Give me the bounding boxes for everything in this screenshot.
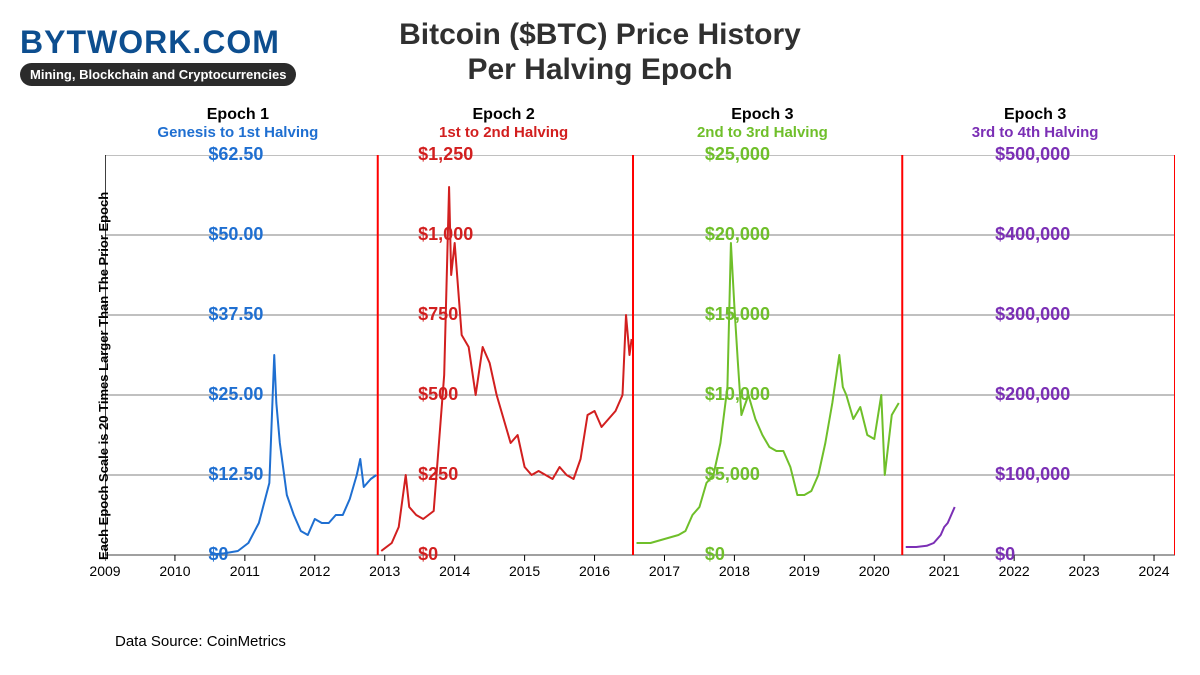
epoch-name: Epoch 3 <box>632 105 892 124</box>
epoch-header: Epoch 33rd to 4th Halving <box>905 105 1165 142</box>
epoch-name: Epoch 2 <box>374 105 634 124</box>
y-axis-title: Each Epoch Scale is 20 Times Larger Than… <box>96 192 111 560</box>
epoch-y-label: $1,000 <box>418 224 473 245</box>
epoch-y-label: $200,000 <box>995 384 1070 405</box>
epoch-y-label: $10,000 <box>705 384 770 405</box>
epoch-y-label: $50.00 <box>208 224 263 245</box>
epoch-y-label: $62.50 <box>208 144 263 165</box>
x-tick-label: 2022 <box>999 563 1030 579</box>
epoch-y-label: $25,000 <box>705 144 770 165</box>
epoch-y-label: $100,000 <box>995 464 1070 485</box>
epoch-y-label: $0 <box>705 544 725 565</box>
title-line-2: Per Halving Epoch <box>0 53 1200 88</box>
x-tick-label: 2019 <box>789 563 820 579</box>
epoch-y-label: $1,250 <box>418 144 473 165</box>
x-tick-label: 2010 <box>159 563 190 579</box>
epoch-name: Epoch 3 <box>905 105 1165 124</box>
x-tick-label: 2017 <box>649 563 680 579</box>
epoch-y-label: $5,000 <box>705 464 760 485</box>
chart-title: Bitcoin ($BTC) Price History Per Halving… <box>0 18 1200 87</box>
epoch-subtitle: 2nd to 3rd Halving <box>632 124 892 142</box>
price-chart: 2009201020112012201320142015201620172018… <box>105 155 1175 605</box>
x-tick-label: 2024 <box>1138 563 1169 579</box>
x-tick-label: 2016 <box>579 563 610 579</box>
x-tick-label: 2015 <box>509 563 540 579</box>
epoch-y-label: $15,000 <box>705 304 770 325</box>
epoch-y-label: $20,000 <box>705 224 770 245</box>
epoch-y-label: $0 <box>418 544 438 565</box>
x-tick-label: 2023 <box>1069 563 1100 579</box>
epoch-y-label: $500,000 <box>995 144 1070 165</box>
epoch-y-label: $400,000 <box>995 224 1070 245</box>
x-tick-label: 2014 <box>439 563 470 579</box>
epoch-y-label: $0 <box>208 544 228 565</box>
x-tick-label: 2011 <box>230 563 260 579</box>
x-tick-label: 2013 <box>369 563 400 579</box>
x-tick-label: 2012 <box>299 563 330 579</box>
epoch-y-label: $37.50 <box>208 304 263 325</box>
epoch-subtitle: 3rd to 4th Halving <box>905 124 1165 142</box>
epoch-name: Epoch 1 <box>108 105 368 124</box>
epoch-header: Epoch 1Genesis to 1st Halving <box>108 105 368 142</box>
epoch-y-label: $300,000 <box>995 304 1070 325</box>
epoch-y-label: $12.50 <box>208 464 263 485</box>
x-tick-label: 2018 <box>719 563 750 579</box>
x-tick-label: 2020 <box>859 563 890 579</box>
epoch-y-label: $0 <box>995 544 1015 565</box>
epoch-header: Epoch 21st to 2nd Halving <box>374 105 634 142</box>
epoch-subtitle: 1st to 2nd Halving <box>374 124 634 142</box>
chart-svg <box>105 155 1175 605</box>
epoch-header: Epoch 32nd to 3rd Halving <box>632 105 892 142</box>
epoch-y-label: $500 <box>418 384 458 405</box>
data-source-footer: Data Source: CoinMetrics <box>115 633 286 650</box>
epoch-y-label: $250 <box>418 464 458 485</box>
x-tick-label: 2009 <box>89 563 120 579</box>
epoch-y-label: $750 <box>418 304 458 325</box>
title-line-1: Bitcoin ($BTC) Price History <box>0 18 1200 53</box>
epoch-subtitle: Genesis to 1st Halving <box>108 124 368 142</box>
x-tick-label: 2021 <box>929 563 960 579</box>
epoch-y-label: $25.00 <box>208 384 263 405</box>
